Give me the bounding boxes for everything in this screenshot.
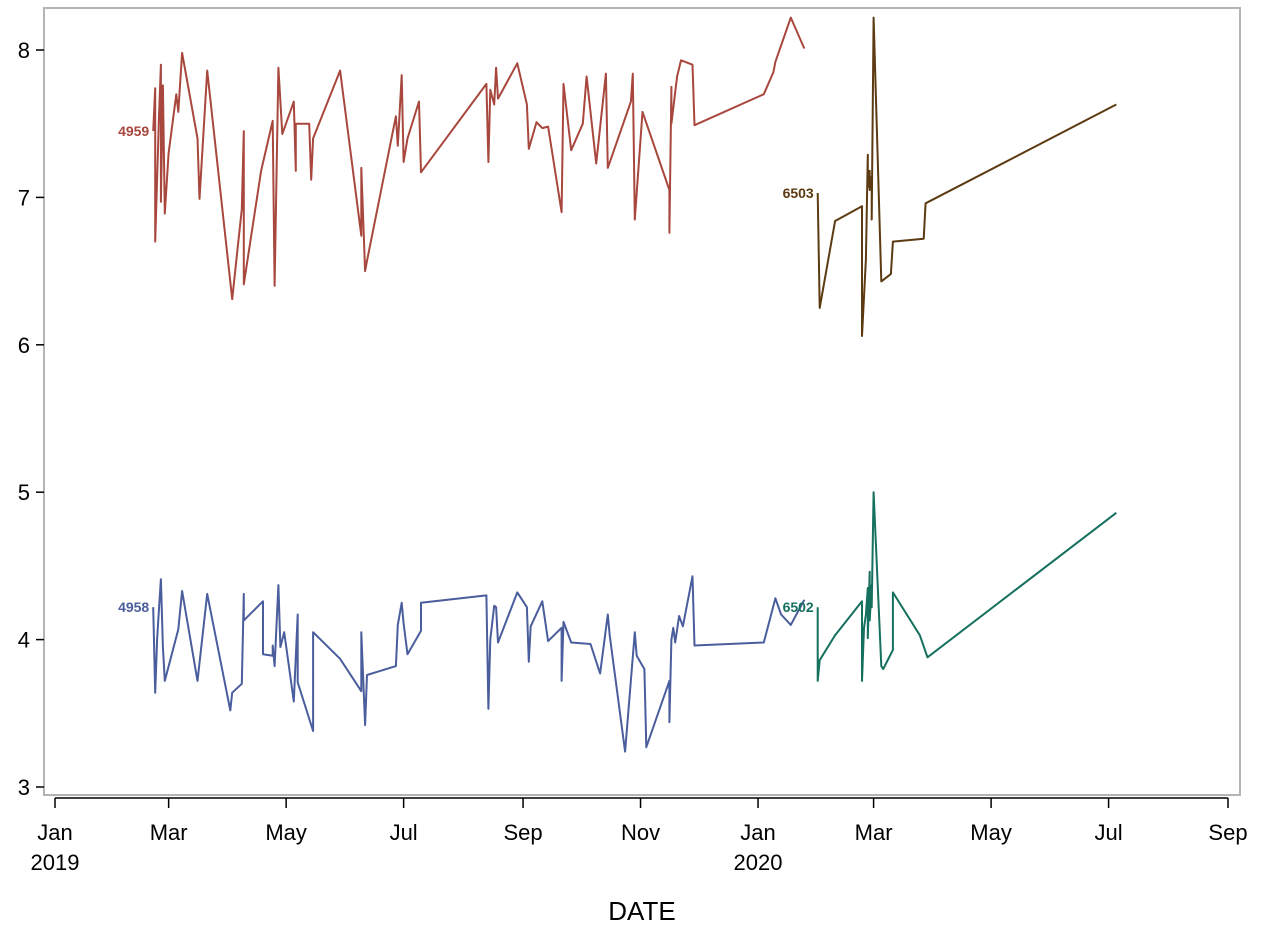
y-axis: 3 4 5 6 7 8 (18, 38, 44, 800)
x-tick-label: Sep (503, 820, 542, 845)
x-tick-label: May (970, 820, 1012, 845)
x-tick-label: May (265, 820, 307, 845)
y-tick-label: 4 (18, 628, 30, 653)
x-tick-year-label: 2020 (734, 850, 783, 875)
series-label-4958: 4958 (118, 599, 149, 615)
x-tick-year-label: 2019 (31, 850, 80, 875)
x-tick-label: Jan (740, 820, 775, 845)
series-label-6503: 6503 (783, 185, 814, 201)
series-group (152, 16, 1117, 753)
y-tick-label: 3 (18, 775, 30, 800)
x-tick-label: Jul (390, 820, 418, 845)
series-line-4958 (152, 575, 806, 753)
series-label-4959: 4959 (118, 123, 149, 139)
y-tick-label: 5 (18, 480, 30, 505)
y-tick-label: 6 (18, 333, 30, 358)
series-line-4959 (152, 16, 806, 301)
x-tick-label: Nov (621, 820, 660, 845)
x-tick-label: Mar (150, 820, 188, 845)
series-line-6503 (816, 16, 1117, 337)
x-axis: Jan 2019 Mar May Jul Sep Nov Jan 2020 Mar May Jul Se… (31, 797, 1248, 875)
x-tick-label: Mar (855, 820, 893, 845)
series-line-6502 (816, 491, 1117, 682)
y-tick-label: 8 (18, 38, 30, 63)
series-label-6502: 6502 (783, 599, 814, 615)
x-tick-label: Jan (37, 820, 72, 845)
x-axis-title: DATE (608, 896, 675, 925)
x-tick-label: Sep (1208, 820, 1247, 845)
series-labels: 4959 4958 6503 6502 (118, 123, 814, 615)
x-tick-label: Jul (1095, 820, 1123, 845)
y-tick-label: 7 (18, 185, 30, 210)
